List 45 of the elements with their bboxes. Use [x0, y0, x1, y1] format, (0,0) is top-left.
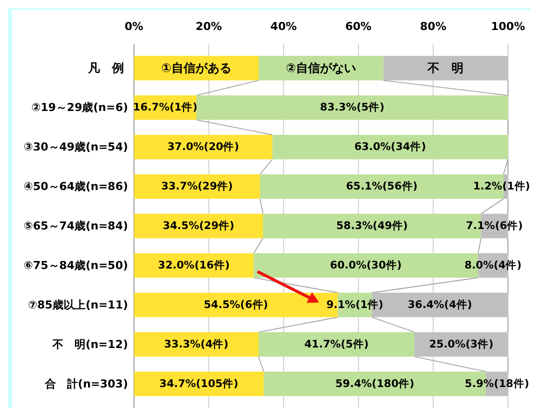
data-label: 7.1%(6件)	[466, 219, 523, 232]
y-tick-label: ②19～29歳(n=6)	[31, 101, 128, 114]
data-label: 65.1%(56件)	[346, 180, 418, 193]
y-tick-label: ③30～49歳(n=54)	[24, 140, 128, 154]
series-label: ①自信がある	[161, 61, 232, 76]
series-label: ②自信がない	[286, 61, 356, 76]
data-label: 33.3%(4件)	[164, 337, 228, 350]
x-tick-label: 100%	[491, 20, 525, 33]
data-label: 16.7%(1件)	[133, 100, 198, 114]
bar	[196, 95, 508, 120]
data-label: 59.4%(180件)	[335, 376, 414, 390]
y-tick-label: 不 明(n=12)	[52, 338, 128, 351]
data-label: 41.7%(5件)	[304, 337, 369, 350]
data-label: 33.7%(29件)	[161, 180, 233, 193]
y-tick-label: ⑤65～74歳(n=84)	[24, 220, 128, 232]
x-tick-label: 60%	[345, 20, 372, 33]
data-label: 36.4%(4件)	[408, 298, 472, 311]
data-label: 34.7%(105件)	[159, 376, 238, 390]
data-label: 9.1%(1件)	[326, 298, 384, 311]
data-label: 54.5%(6件)	[204, 298, 268, 311]
data-label: 60.0%(30件)	[330, 258, 402, 272]
data-label: 34.5%(29件)	[162, 219, 234, 232]
y-tick-label: ④50～64歳(n=86)	[24, 180, 128, 194]
x-tick-label: 0%	[124, 20, 144, 33]
data-label: 63.0%(34件)	[354, 140, 426, 154]
data-label: 58.3%(49件)	[336, 219, 408, 232]
data-label: 32.0%(16件)	[158, 258, 230, 272]
data-label: 5.9%(18件)	[464, 376, 530, 390]
x-tick-label: 80%	[420, 20, 446, 33]
y-tick-label: ⑦85歳以上(n=11)	[28, 298, 128, 312]
x-tick-label: 40%	[270, 20, 297, 33]
legend-title: 凡 例	[87, 61, 124, 76]
data-label: 37.0%(20件)	[167, 140, 240, 154]
data-label: 83.3%(5件)	[320, 100, 384, 114]
data-label: 1.2%(1件)	[473, 180, 530, 193]
y-tick-label: 合 計(n=303)	[44, 377, 128, 390]
bar	[134, 134, 272, 160]
bar	[258, 332, 414, 357]
data-label: 25.0%(3件)	[429, 337, 494, 350]
text: 不 明	[426, 61, 464, 76]
data-label: 8.0%(4件)	[464, 258, 522, 272]
x-tick-label: 20%	[196, 20, 222, 33]
bar	[272, 134, 508, 160]
y-tick-label: ⑥75～84歳(n=50)	[24, 258, 128, 272]
bar	[134, 332, 259, 357]
